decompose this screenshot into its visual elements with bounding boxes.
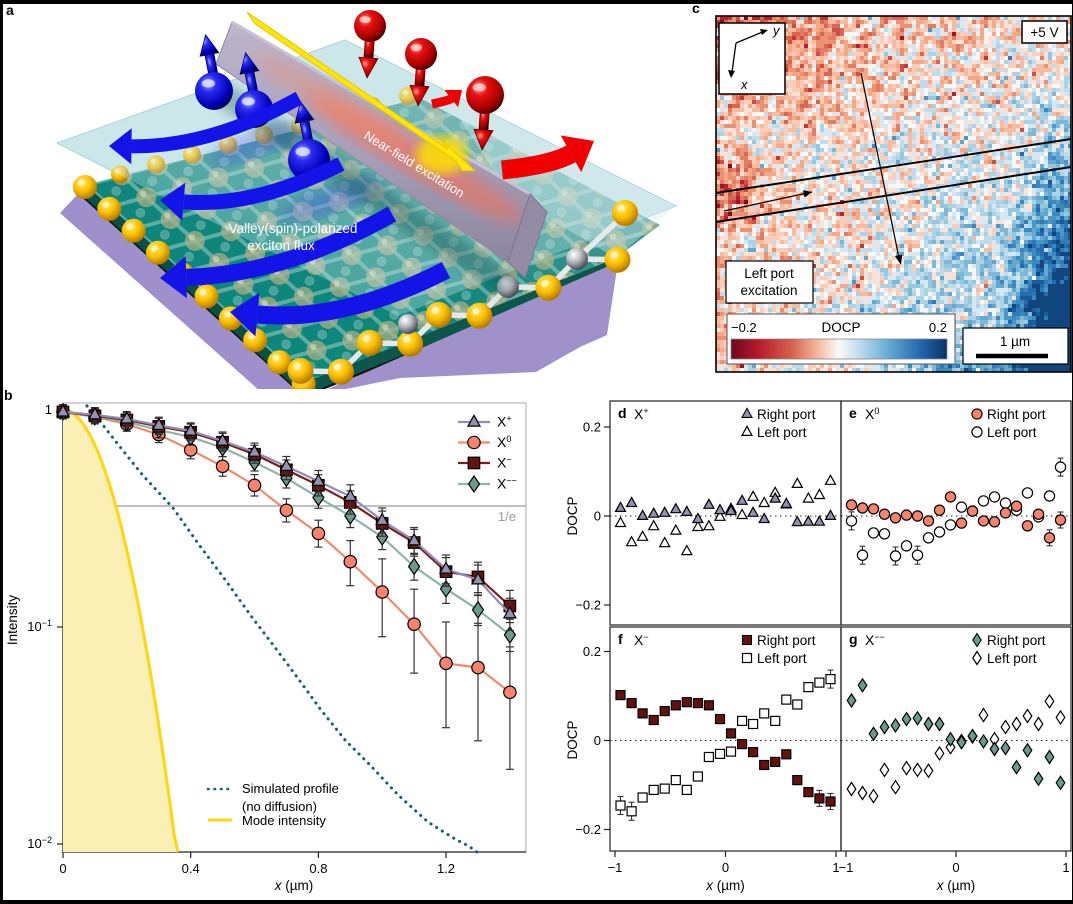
svg-text:−1: −1 (608, 860, 623, 875)
svg-text:DOCP: DOCP (565, 720, 580, 759)
svg-text:1: 1 (1062, 860, 1069, 875)
svg-text:−0.2: −0.2 (731, 320, 757, 335)
svg-text:0: 0 (594, 509, 601, 524)
svg-text:0.4: 0.4 (182, 861, 200, 876)
svg-text:exciton flux: exciton flux (247, 238, 315, 253)
svg-text:x: x (740, 77, 748, 92)
svg-text:y: y (772, 23, 781, 38)
svg-text:excitation: excitation (740, 283, 797, 298)
svg-text:b: b (4, 387, 13, 403)
svg-text:d: d (618, 405, 627, 421)
svg-text:0: 0 (722, 860, 729, 875)
svg-text:Right port: Right port (757, 407, 816, 422)
svg-text:Left port: Left port (757, 651, 807, 666)
svg-text:−1: −1 (839, 860, 854, 875)
svg-text:0: 0 (952, 860, 959, 875)
svg-text:Mode intensity: Mode intensity (242, 813, 326, 828)
svg-text:0.8: 0.8 (309, 861, 327, 876)
svg-text:−0.2: −0.2 (575, 822, 601, 837)
svg-text:1.2: 1.2 (437, 861, 455, 876)
svg-text:1/e: 1/e (498, 509, 516, 524)
svg-text:Left port: Left port (744, 266, 794, 281)
svg-text:1 µm: 1 µm (1000, 334, 1030, 349)
svg-text:Right port: Right port (987, 633, 1046, 648)
svg-text:f: f (618, 631, 623, 647)
svg-text:0: 0 (594, 733, 601, 748)
svg-text:Left port: Left port (757, 425, 807, 440)
svg-text:x (µm): x (µm) (705, 878, 745, 893)
svg-text:DOCP: DOCP (821, 320, 860, 335)
svg-text:c: c (692, 0, 700, 16)
svg-text:x (µm): x (µm) (936, 878, 976, 893)
svg-text:e: e (849, 405, 857, 421)
svg-text:Valley(spin)-polarized: Valley(spin)-polarized (229, 221, 358, 236)
svg-text:0: 0 (59, 861, 66, 876)
svg-text:Right port: Right port (987, 407, 1046, 422)
svg-text:Simulated profile: Simulated profile (242, 781, 339, 796)
svg-text:Left port: Left port (987, 425, 1037, 440)
svg-text:g: g (849, 631, 858, 647)
svg-text:0.2: 0.2 (583, 644, 601, 659)
svg-text:DOCP: DOCP (565, 496, 580, 535)
svg-text:x (µm): x (µm) (274, 878, 314, 893)
svg-text:0.2: 0.2 (583, 420, 601, 435)
svg-text:0.2: 0.2 (929, 320, 947, 335)
svg-text:a: a (6, 2, 14, 18)
svg-text:1: 1 (45, 402, 52, 417)
svg-text:Intensity: Intensity (5, 595, 20, 646)
svg-text:Left port: Left port (987, 651, 1037, 666)
svg-text:Right port: Right port (757, 633, 816, 648)
svg-text:1: 1 (832, 860, 839, 875)
svg-text:+5 V: +5 V (1030, 25, 1058, 40)
svg-text:−0.2: −0.2 (575, 598, 601, 613)
svg-text:(no diffusion): (no diffusion) (242, 799, 317, 814)
